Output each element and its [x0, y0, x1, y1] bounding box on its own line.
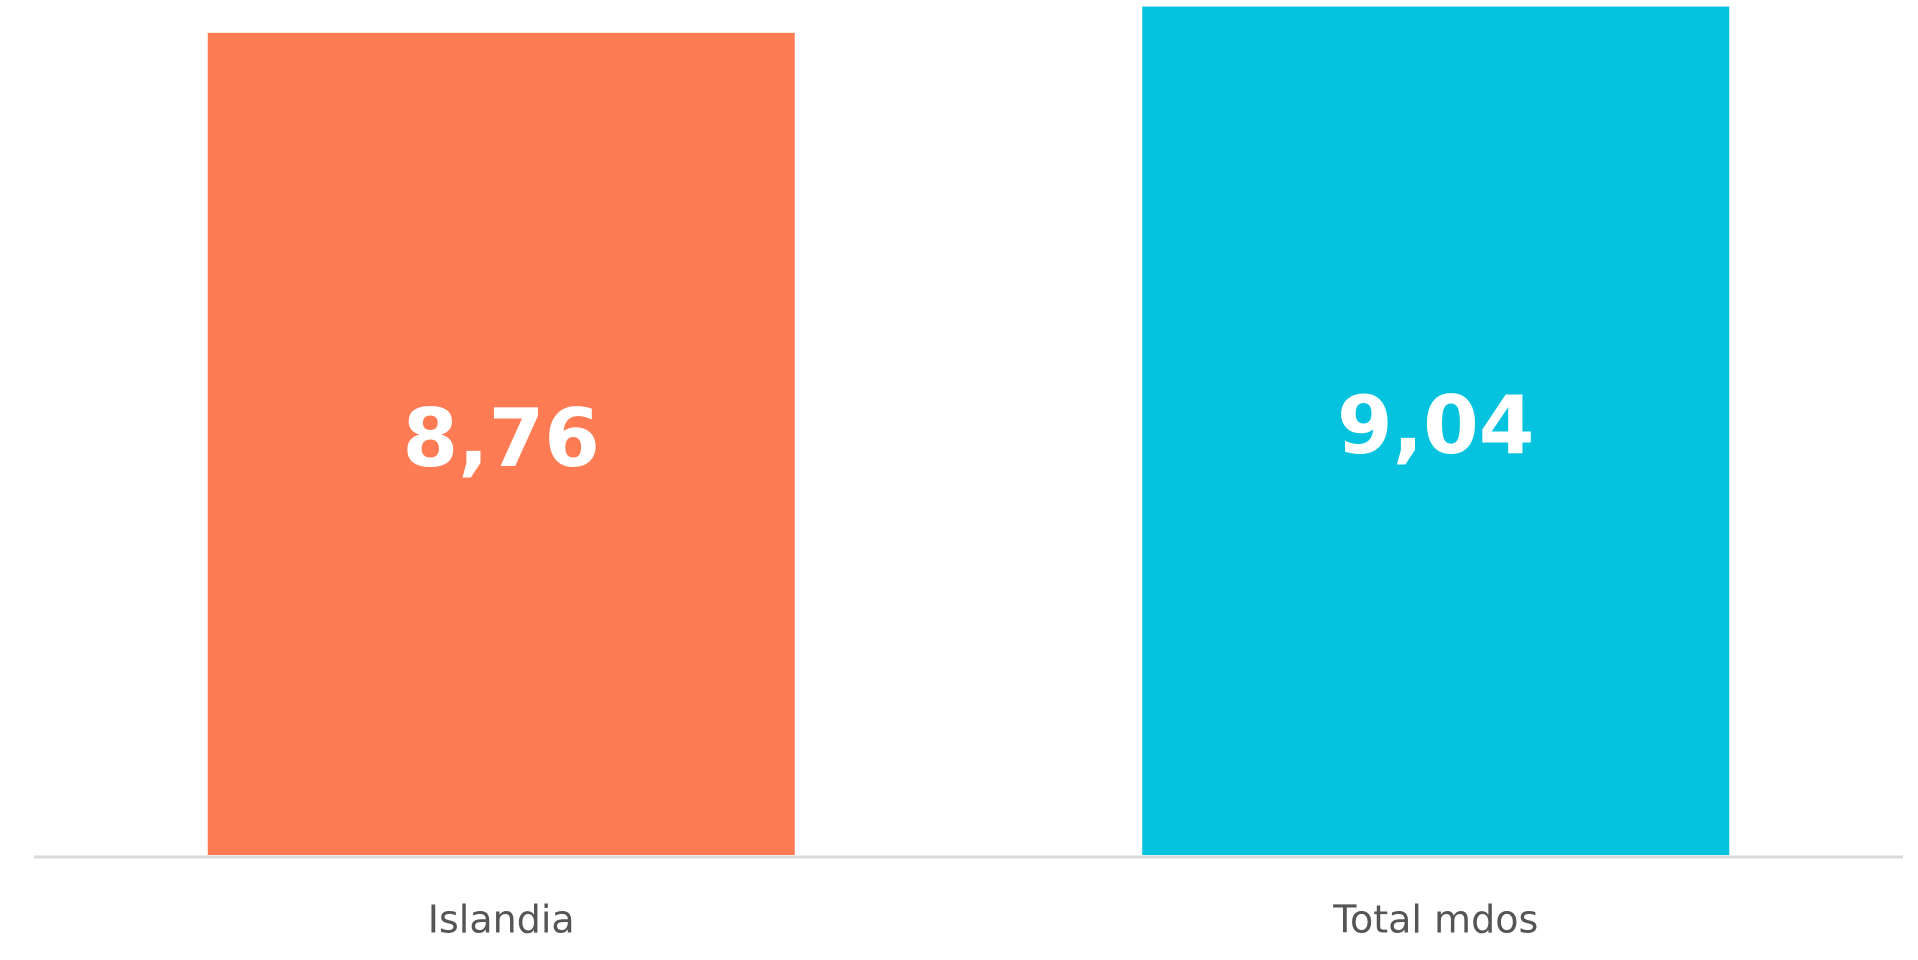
bar [207, 32, 795, 856]
value-label: 8,76 [403, 392, 600, 485]
x-tick-label: Islandia [428, 898, 575, 942]
bar [1142, 6, 1730, 856]
value-label: 9,04 [1337, 379, 1534, 472]
x-tick-label: Total mdos [1332, 898, 1538, 942]
